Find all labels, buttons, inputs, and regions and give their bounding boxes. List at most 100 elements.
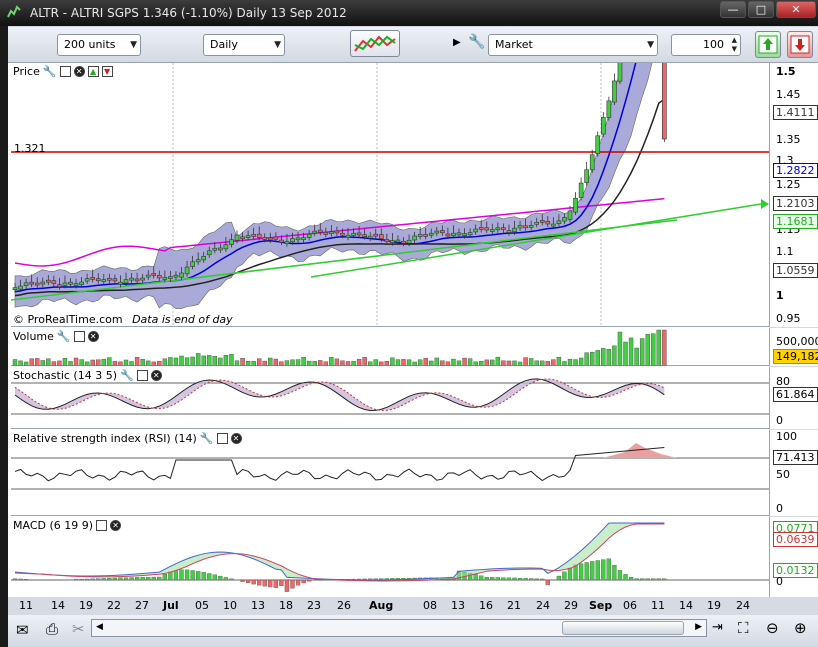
- volume-bar: [528, 358, 534, 366]
- rsi-panel[interactable]: Relative strength index (RSI) (14) 🔧 ✕: [11, 430, 769, 516]
- order-type-select[interactable]: Market ▼: [488, 34, 658, 56]
- close-icon[interactable]: ✕: [150, 370, 162, 381]
- period-select[interactable]: Daily ▼: [203, 34, 285, 56]
- move-up-icon[interactable]: ▲: [87, 66, 99, 77]
- volume-bar: [517, 361, 523, 366]
- zoom-fit-icon[interactable]: ⛶: [738, 619, 749, 637]
- x-axis[interactable]: 11 14 19 22 27 Jul 05 10 13 18 23 26 Aug 08 13 16 21 24 29…: [11, 597, 769, 613]
- move-down-icon[interactable]: ▼: [101, 66, 113, 77]
- sell-button[interactable]: [787, 31, 813, 58]
- window-icon[interactable]: [216, 433, 228, 444]
- scissors-icon[interactable]: ✂: [72, 620, 85, 638]
- rsi-scale[interactable]: 100 71.413 50 0: [769, 430, 818, 516]
- window-icon[interactable]: [136, 370, 148, 381]
- volume-bar: [329, 357, 334, 366]
- stochastic-d-line: [14, 378, 665, 411]
- candle-body: [528, 225, 534, 228]
- candle-body: [240, 236, 245, 240]
- volume-bar: [168, 357, 173, 366]
- volume-bar: [84, 361, 90, 366]
- close-button[interactable]: ✕: [776, 1, 816, 18]
- window-icon[interactable]: [59, 66, 71, 77]
- candle-body: [612, 80, 617, 103]
- scroll-left-icon[interactable]: ◀: [96, 622, 103, 632]
- stochastic-panel[interactable]: Stochastic (14 3 5) 🔧 ✕: [11, 367, 769, 429]
- window-icon[interactable]: [73, 331, 85, 342]
- candle-body: [195, 259, 201, 263]
- candle-body: [451, 232, 456, 236]
- stepper-icon[interactable]: ▲ ▼: [731, 36, 737, 53]
- volume-bar: [451, 358, 456, 366]
- chart-type-button[interactable]: [350, 30, 400, 57]
- x-axis-label: 08: [423, 599, 437, 612]
- volume-panel[interactable]: Volume 🔧 ✕: [11, 328, 769, 366]
- macd-panel[interactable]: MACD (6 19 9) ✕: [11, 517, 769, 597]
- macd-histogram-tag: 0.0132: [773, 563, 818, 578]
- macd-histogram-bar: [501, 577, 506, 581]
- wrench-icon[interactable]: 🔧: [42, 65, 57, 78]
- candle-body: [428, 232, 434, 236]
- horizontal-scrollbar[interactable]: ◀ ▶: [91, 619, 707, 637]
- scrollbar-thumb[interactable]: [562, 621, 684, 635]
- candle-body: [301, 237, 306, 240]
- stochastic-scale[interactable]: 80 61.864 0: [769, 367, 818, 429]
- mail-icon[interactable]: ✉: [16, 621, 29, 639]
- x-axis-label: 24: [536, 599, 550, 612]
- candle-body: [512, 227, 517, 233]
- candle-body: [556, 220, 562, 224]
- candle-body: [123, 279, 129, 284]
- candle-body: [112, 278, 118, 282]
- zoom-in-icon[interactable]: ⊕: [794, 619, 807, 637]
- close-icon[interactable]: ✕: [87, 331, 99, 342]
- maximize-button[interactable]: □: [748, 1, 774, 18]
- buy-button[interactable]: [755, 31, 781, 58]
- price-panel[interactable]: Price 🔧 ✕ ▲ ▼ 1.321 © ProRealTime.com Da…: [11, 63, 769, 327]
- minimize-button[interactable]: —: [720, 1, 746, 18]
- scroll-end-icon[interactable]: ⇥: [712, 620, 723, 635]
- order-panel-expand-icon[interactable]: ▶: [453, 37, 461, 48]
- close-icon[interactable]: ✕: [110, 520, 122, 531]
- scroll-right-icon[interactable]: ▶: [695, 622, 702, 632]
- volume-bar: [617, 331, 623, 366]
- app-logo-icon: [7, 5, 21, 18]
- candle-body: [606, 100, 612, 118]
- units-select[interactable]: 200 units ▼: [57, 34, 141, 56]
- macd-scale[interactable]: 0.0771 0.0639 0.0132 0: [769, 517, 818, 597]
- volume-scale[interactable]: 500,000 149,182: [769, 328, 818, 366]
- volume-bar: [90, 359, 95, 366]
- candle-body: [567, 210, 573, 220]
- macd-histogram-bar: [529, 578, 534, 581]
- volume-value-tag: 149,182: [773, 349, 818, 364]
- candle-body: [373, 233, 379, 237]
- price-scale[interactable]: 1.5 1.45 1.35 1.3 1.25 1.15 1.1 1 0.95 1.4111 1.2…: [769, 63, 818, 327]
- x-axis-label: Aug: [369, 599, 394, 612]
- volume-bar: [251, 361, 256, 366]
- volume-bar: [401, 359, 406, 366]
- candle-body: [145, 274, 151, 278]
- print-icon[interactable]: ⎙: [46, 620, 59, 638]
- wrench-icon[interactable]: 🔧: [120, 369, 134, 382]
- macd-histogram-bar: [556, 575, 562, 581]
- candle-body: [107, 277, 112, 281]
- wrench-icon[interactable]: 🔧: [468, 34, 486, 50]
- close-icon[interactable]: ✕: [230, 433, 242, 444]
- macd-histogram-bar: [245, 579, 251, 584]
- volume-chart: [12, 329, 667, 366]
- quantity-input[interactable]: 100 ▲ ▼: [671, 34, 741, 56]
- macd-histogram-bar: [262, 579, 267, 587]
- wrench-icon[interactable]: 🔧: [56, 330, 71, 343]
- candle-body: [129, 277, 134, 281]
- zoom-out-icon[interactable]: ⊖: [766, 619, 779, 637]
- candle-body: [390, 240, 395, 243]
- volume-bar: [595, 350, 600, 366]
- candle-body: [356, 232, 362, 236]
- close-icon[interactable]: ✕: [73, 66, 85, 77]
- volume-bar: [540, 360, 545, 366]
- price-value-tag: 1.2822: [773, 163, 818, 178]
- window-icon[interactable]: [96, 520, 108, 531]
- candle-body: [279, 239, 284, 243]
- toolbar: 200 units ▼ Daily ▼ ▶ 🔧 Market ▼ 100 ▲ ▼: [8, 27, 818, 63]
- candle-body: [118, 281, 123, 285]
- macd-signal-tag: 0.0639: [773, 532, 818, 547]
- wrench-icon[interactable]: 🔧: [199, 432, 214, 445]
